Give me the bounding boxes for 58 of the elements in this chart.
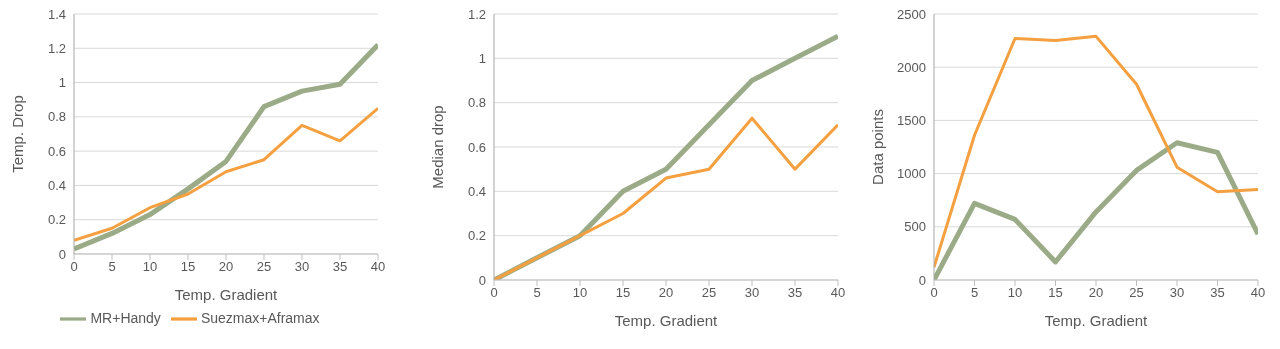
y-tick-label: 1: [58, 75, 66, 91]
y-tick-label: 1.2: [467, 6, 486, 22]
y-tick-label: 0.4: [467, 183, 486, 199]
x-tick-label: 5: [533, 285, 541, 301]
x-tick-label: 0: [930, 285, 938, 301]
x-axis-title: Temp. Gradient: [614, 312, 719, 329]
y-tick-label: 0.2: [47, 212, 66, 228]
x-tick-label: 30: [1169, 285, 1185, 301]
line-series: [934, 34, 1258, 269]
x-tick-label: 25: [1129, 285, 1144, 301]
x-tick-label: 10: [142, 259, 158, 275]
x-tick-label: 30: [744, 285, 760, 301]
y-tick-label: 500: [904, 219, 926, 235]
y-tick-label: 2500: [897, 6, 926, 22]
x-tick-label: 40: [830, 285, 846, 301]
y-axis-title: Median drop: [429, 105, 447, 189]
x-tick-label: 25: [701, 285, 717, 301]
x-axis-title: Temp. Gradient: [1044, 312, 1149, 329]
y-tick-label: 1.4: [47, 6, 66, 22]
x-tick-label: 40: [370, 259, 386, 275]
y-tick-label: 0.8: [47, 109, 66, 125]
line-series: [74, 106, 378, 242]
x-tick-label: 5: [108, 259, 116, 275]
y-tick-label: 0.2: [467, 228, 486, 244]
x-tick-label: 15: [1048, 285, 1063, 301]
x-tick-label: 0: [70, 259, 78, 275]
y-tick-label: 0: [58, 246, 66, 262]
y-tick-label: 1500: [897, 113, 926, 129]
x-tick-label: 35: [332, 259, 348, 275]
x-tick-label: 35: [1210, 285, 1225, 301]
legend-label: MR+Handy: [90, 309, 161, 326]
y-tick-label: 1: [478, 50, 486, 66]
y-tick-label: 0.6: [467, 139, 486, 155]
x-tick-label: 35: [787, 285, 803, 301]
x-tick-label: 20: [1088, 285, 1104, 301]
y-tick-label: 1000: [897, 166, 926, 182]
x-tick-label: 20: [658, 285, 674, 301]
x-axis-title: Temp. Gradient: [174, 286, 279, 303]
x-tick-label: 5: [970, 285, 979, 301]
y-axis-title: Temp. Drop: [9, 95, 27, 173]
x-tick-label: 40: [1250, 285, 1266, 301]
legend-label: Suezmax+Aframax: [200, 309, 320, 326]
y-tick-label: 2000: [897, 59, 926, 75]
x-tick-label: 15: [180, 259, 196, 275]
y-tick-label: 0.4: [47, 178, 66, 194]
x-tick-label: 0: [490, 285, 498, 301]
y-tick-label: 0.8: [467, 95, 486, 111]
y-axis-title: Data points: [869, 109, 887, 185]
x-tick-label: 15: [615, 285, 631, 301]
y-tick-label: 1.2: [47, 40, 66, 56]
y-tick-label: 0.6: [47, 143, 66, 159]
x-tick-label: 20: [218, 259, 234, 275]
x-tick-label: 25: [256, 259, 272, 275]
x-tick-label: 10: [572, 285, 588, 301]
x-tick-label: 30: [294, 259, 310, 275]
x-tick-label: 10: [1007, 285, 1023, 301]
y-tick-label: 0: [918, 272, 926, 288]
y-tick-label: 0: [478, 272, 486, 288]
